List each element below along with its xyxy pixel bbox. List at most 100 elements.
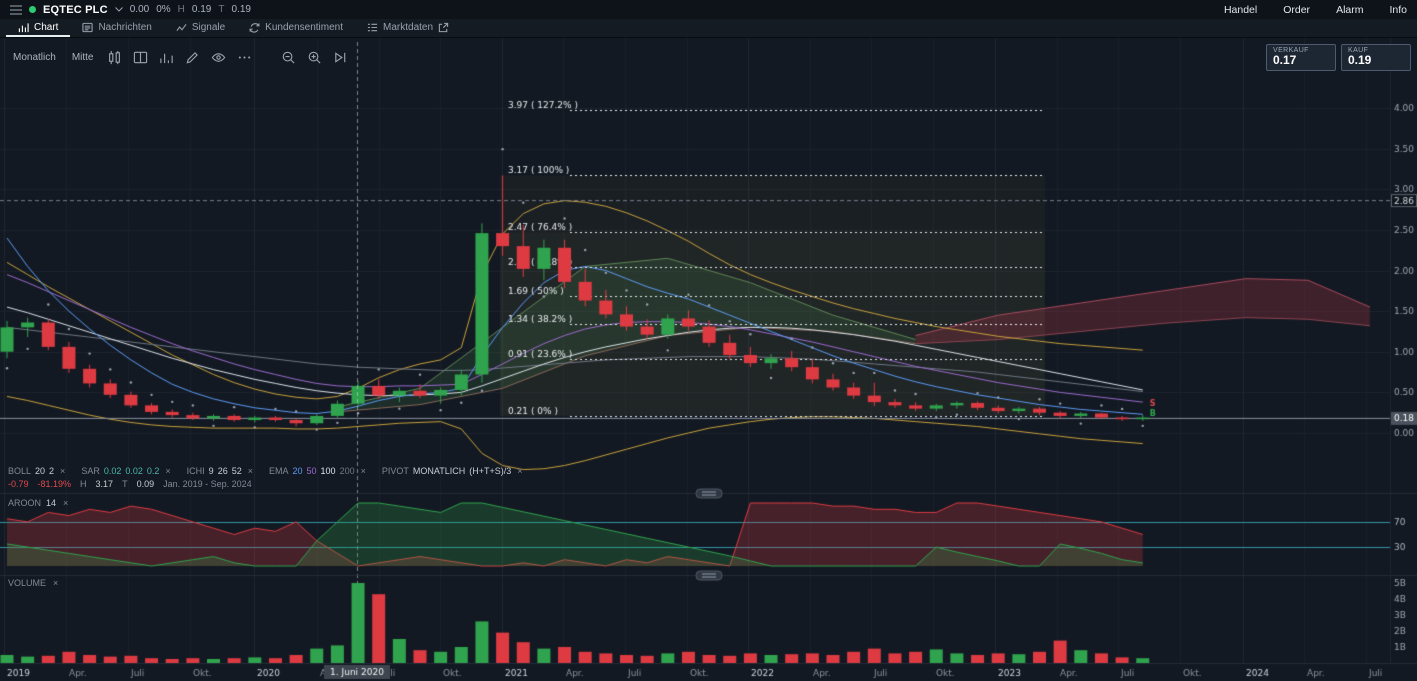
list-icon [367, 23, 378, 31]
close-icon[interactable]: × [517, 466, 523, 476]
buy-price: 0.19 [1348, 53, 1372, 67]
volume-name: VOLUME [8, 578, 47, 588]
sell-label: VERKAUF [1273, 47, 1309, 54]
zoom-in-button[interactable] [302, 47, 326, 67]
aroon-name: AROON [8, 498, 42, 508]
indicator-ema[interactable]: EMA 20 50 100 200 × [269, 466, 366, 476]
buy-button[interactable]: KAUF 0.19 [1341, 44, 1411, 71]
ellipsis-icon [238, 55, 251, 59]
tab-chart[interactable]: Chart [6, 19, 71, 37]
refresh-icon [249, 22, 260, 33]
close-icon[interactable]: × [53, 578, 59, 588]
period-range: Jan. 2019 - Sep. 2024 [163, 479, 252, 489]
top-menu: Handel Order Alarm Info [1224, 4, 1407, 16]
close-icon[interactable]: × [165, 466, 171, 476]
layout-button[interactable] [128, 47, 152, 67]
indicators-button[interactable] [154, 47, 178, 67]
pivot-param: (H+T+S)/3 [469, 466, 512, 476]
aroon-panel-label: AROON 14 × [8, 498, 68, 508]
menu-item-info[interactable]: Info [1389, 3, 1407, 16]
tab-signale[interactable]: Signale [164, 19, 237, 37]
eye-icon [211, 52, 226, 62]
sell-price: 0.17 [1273, 53, 1297, 67]
ichi-param: 26 [217, 466, 228, 476]
ema-param-200: 200 [339, 466, 355, 476]
menu-item-alarm[interactable]: Alarm [1336, 3, 1364, 16]
zoom-out-button[interactable] [276, 47, 300, 67]
tab-marktdaten[interactable]: Marktdaten [355, 19, 461, 37]
ichi-param: 9 [208, 466, 214, 476]
chevron-down-icon[interactable] [114, 7, 123, 12]
ema-param-50: 50 [306, 466, 317, 476]
indicator-sar[interactable]: SAR 0.02 0.02 0.2 × [81, 466, 170, 476]
draw-button[interactable] [180, 47, 204, 67]
indicator-boll[interactable]: BOLL 20 2 × [8, 466, 65, 476]
tab-bar: Chart Nachrichten Signale Kundensentimen… [0, 19, 1417, 38]
close-icon[interactable]: × [360, 466, 366, 476]
tab-chart-label: Chart [34, 21, 59, 33]
tab-signale-label: Signale [191, 21, 226, 33]
sar-param: 0.02 [125, 466, 143, 476]
deal-ticket: VERKAUF 0.17 KAUF 0.19 [1266, 44, 1411, 71]
chart-area: Monatlich Mitte V [0, 38, 1417, 681]
tab-nachrichten-label: Nachrichten [98, 21, 152, 33]
signal-icon [176, 23, 187, 31]
pivot-name: PIVOT [381, 466, 409, 476]
low-label: T [218, 4, 225, 15]
change-value: 0.00 [129, 4, 150, 15]
sar-param: 0.2 [146, 466, 160, 476]
ichi-name: ICHI [186, 466, 205, 476]
chart-toolbar: Monatlich Mitte [6, 47, 352, 67]
tab-kundensentiment[interactable]: Kundensentiment [237, 19, 355, 37]
buy-label: KAUF [1348, 47, 1369, 54]
layout-icon [133, 51, 148, 63]
close-icon[interactable]: × [247, 466, 253, 476]
more-button[interactable] [232, 47, 256, 67]
high-value: 0.19 [191, 4, 212, 15]
go-to-latest-button[interactable] [328, 47, 352, 67]
sell-button[interactable]: VERKAUF 0.17 [1266, 44, 1336, 71]
sar-param: 0.02 [103, 466, 122, 476]
change-percent: 0% [156, 4, 171, 15]
candlestick-icon [109, 50, 120, 64]
news-icon [82, 22, 94, 32]
close-icon[interactable]: × [60, 466, 66, 476]
close-icon[interactable]: × [63, 498, 69, 508]
align-button[interactable]: Mitte [71, 51, 94, 63]
indicator-pivot[interactable]: PIVOT MONATLICH (H+T+S)/3 × [382, 466, 523, 476]
period-low: 0.09 [136, 479, 155, 489]
period-change-pct: -81.19% [37, 479, 72, 489]
ema-param-20: 20 [292, 466, 303, 476]
indicators-icon [160, 53, 173, 63]
price-chart-canvas[interactable] [0, 38, 1417, 681]
candle-style-button[interactable] [102, 47, 126, 67]
instrument-name[interactable]: EQTEC PLC [43, 3, 108, 16]
low-value: 0.19 [231, 4, 251, 15]
aroon-param: 14 [46, 498, 57, 508]
period-change: -0.79 [8, 479, 29, 489]
timeframe-button[interactable]: Monatlich [13, 51, 56, 63]
tab-marktdaten-label: Marktdaten [383, 21, 434, 33]
menu-icon[interactable] [10, 5, 22, 15]
sar-name: SAR [81, 466, 100, 476]
indicator-ichi[interactable]: ICHI 9 26 52 × [187, 466, 253, 476]
period-low-label: T [122, 479, 128, 489]
tab-nachrichten[interactable]: Nachrichten [70, 19, 163, 37]
boll-param: 20 [35, 466, 46, 476]
period-stats-row: -0.79 -81.19% H 3.17 T 0.09 Jan. 2019 - … [8, 479, 252, 489]
menu-item-handel[interactable]: Handel [1223, 3, 1258, 16]
go-to-end-icon [335, 51, 346, 63]
pivot-param: MONATLICH [412, 466, 466, 476]
indicator-chip-row: BOLL 20 2 × SAR 0.02 0.02 0.2 × ICHI 9 2… [8, 466, 523, 476]
ema-name: EMA [268, 466, 289, 476]
top-bar: EQTEC PLC 0.00 0% H 0.19 T 0.19 Handel O… [0, 0, 1417, 19]
period-high: 3.17 [95, 479, 114, 489]
high-label: H [177, 4, 185, 15]
menu-item-order[interactable]: Order [1283, 3, 1311, 16]
chart-icon [18, 22, 29, 32]
boll-param: 2 [49, 466, 55, 476]
ichi-param: 52 [231, 466, 242, 476]
external-link-icon [438, 22, 449, 32]
visibility-button[interactable] [206, 47, 230, 67]
zoom-in-icon [308, 51, 321, 64]
